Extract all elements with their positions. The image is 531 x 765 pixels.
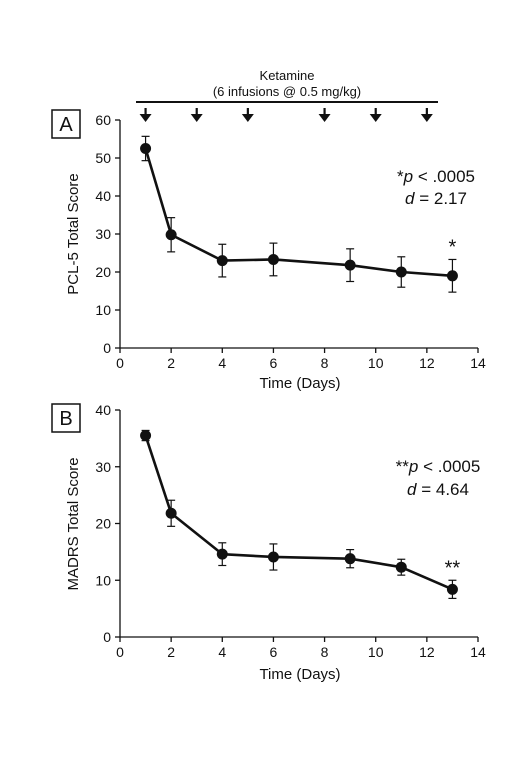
panel-b-x-axis-label: Time (Days): [259, 666, 340, 683]
panel-a-d-value: = 2.17: [419, 189, 467, 208]
panel-b-x-tick-label: 8: [321, 644, 329, 660]
panel-a-y-tick-label: 30: [95, 226, 111, 242]
panel-a-data-point: [446, 270, 458, 282]
panel-a: A PCL-5 Total Score Time (Days) *p < .00…: [51, 109, 486, 392]
panel-a-data-point: [140, 143, 152, 154]
panel-b-plot: 0 10 20 30 40 0 2 4 6 8 10 12 14 **: [95, 402, 486, 660]
panel-b-x-tick-label: 14: [470, 644, 486, 660]
panel-b-significance-marker: **: [445, 557, 461, 579]
infusion-arrow-head: [190, 114, 203, 122]
panel-a-letter: A: [59, 114, 73, 136]
panel-b-data-point: [165, 507, 177, 519]
panel-a-x-tick-label: 14: [470, 355, 486, 371]
ketamine-subtitle: (6 infusions @ 0.5 mg/kg): [213, 84, 361, 99]
panel-a-d-stat: d = 2.17: [405, 189, 467, 208]
panel-b-p-stat: **p < .0005: [396, 457, 481, 476]
panel-a-x-tick-label: 0: [116, 355, 124, 371]
panel-b-y-tick-label: 0: [103, 629, 111, 645]
panel-b-y-tick-label: 20: [95, 516, 111, 532]
panel-b-data-point: [267, 551, 279, 563]
panel-b: B MADRS Total Score Time (Days) **p < .0…: [51, 402, 486, 683]
panel-a-data-point: [395, 266, 407, 278]
panel-a-data-point: [165, 229, 177, 241]
ketamine-header: Ketamine (6 infusions @ 0.5 mg/kg): [136, 68, 438, 122]
infusion-arrow-head: [420, 114, 433, 122]
panel-b-p-value: < .0005: [423, 457, 480, 476]
panel-a-x-tick-label: 4: [218, 355, 226, 371]
panel-b-data-point: [216, 548, 228, 560]
panel-b-p-symbol: p: [408, 457, 418, 476]
panel-b-data-point: [446, 583, 458, 595]
panel-b-y-axis-label: MADRS Total Score: [65, 457, 82, 590]
panel-a-x-tick-label: 6: [270, 355, 278, 371]
panel-b-x-tick-label: 10: [368, 644, 384, 660]
panel-a-x-tick-label: 2: [167, 355, 175, 371]
infusion-arrow-head: [318, 114, 331, 122]
panel-b-x-tick-label: 12: [419, 644, 435, 660]
ketamine-title: Ketamine: [260, 68, 315, 83]
panel-a-y-tick-label: 50: [95, 150, 111, 166]
panel-b-data-point: [344, 553, 356, 565]
panel-a-data-point: [216, 255, 228, 267]
panel-b-d-value: = 4.64: [421, 480, 469, 499]
panel-a-y-tick-label: 20: [95, 264, 111, 280]
panel-a-d-symbol: d: [405, 189, 415, 208]
panel-a-p-value: < .0005: [418, 167, 475, 186]
panel-a-significance-marker: *: [449, 236, 457, 258]
panel-b-data-point: [395, 561, 407, 573]
panel-b-y-tick-label: 40: [95, 402, 111, 418]
panel-a-x-axis-label: Time (Days): [259, 375, 340, 392]
infusion-arrow-head: [369, 114, 382, 122]
panel-a-plot: 0 10 20 30 40 50 60 0 2 4 6 8 10 12 14 *: [95, 112, 486, 371]
panel-b-x-tick-label: 2: [167, 644, 175, 660]
panel-b-p-prefix: **: [396, 457, 410, 476]
panel-a-y-tick-label: 10: [95, 302, 111, 318]
panel-a-y-tick-label: 40: [95, 188, 111, 204]
panel-a-p-prefix: *: [397, 167, 404, 186]
panel-a-box: [51, 109, 81, 139]
panel-a-x-tick-label: 10: [368, 355, 384, 371]
panel-b-y-tick-label: 10: [95, 572, 111, 588]
panel-b-y-tick-label: 30: [95, 459, 111, 475]
panel-a-y-tick-label: 0: [103, 340, 111, 356]
panel-a-p-stat: *p < .0005: [397, 167, 475, 186]
panel-b-d-symbol: d: [407, 480, 417, 499]
panel-a-y-tick-label: 60: [95, 112, 111, 128]
panel-b-x-tick-label: 0: [116, 644, 124, 660]
panel-a-data-point: [344, 259, 356, 271]
panel-a-p-symbol: p: [403, 167, 413, 186]
infusion-arrow-head: [241, 114, 254, 122]
panel-b-box: [51, 403, 81, 433]
panel-b-data-point: [140, 430, 152, 442]
panel-a-y-axis-label: PCL-5 Total Score: [65, 173, 82, 294]
panel-b-x-tick-label: 6: [270, 644, 278, 660]
infusion-arrows: [139, 108, 433, 122]
panel-a-x-tick-label: 8: [321, 355, 329, 371]
panel-a-data-point: [267, 253, 279, 265]
infusion-arrow-head: [139, 114, 152, 122]
panel-b-d-stat: d = 4.64: [407, 480, 469, 499]
panel-b-x-tick-label: 4: [218, 644, 226, 660]
panel-a-x-tick-label: 12: [419, 355, 435, 371]
panel-b-letter: B: [59, 408, 72, 430]
